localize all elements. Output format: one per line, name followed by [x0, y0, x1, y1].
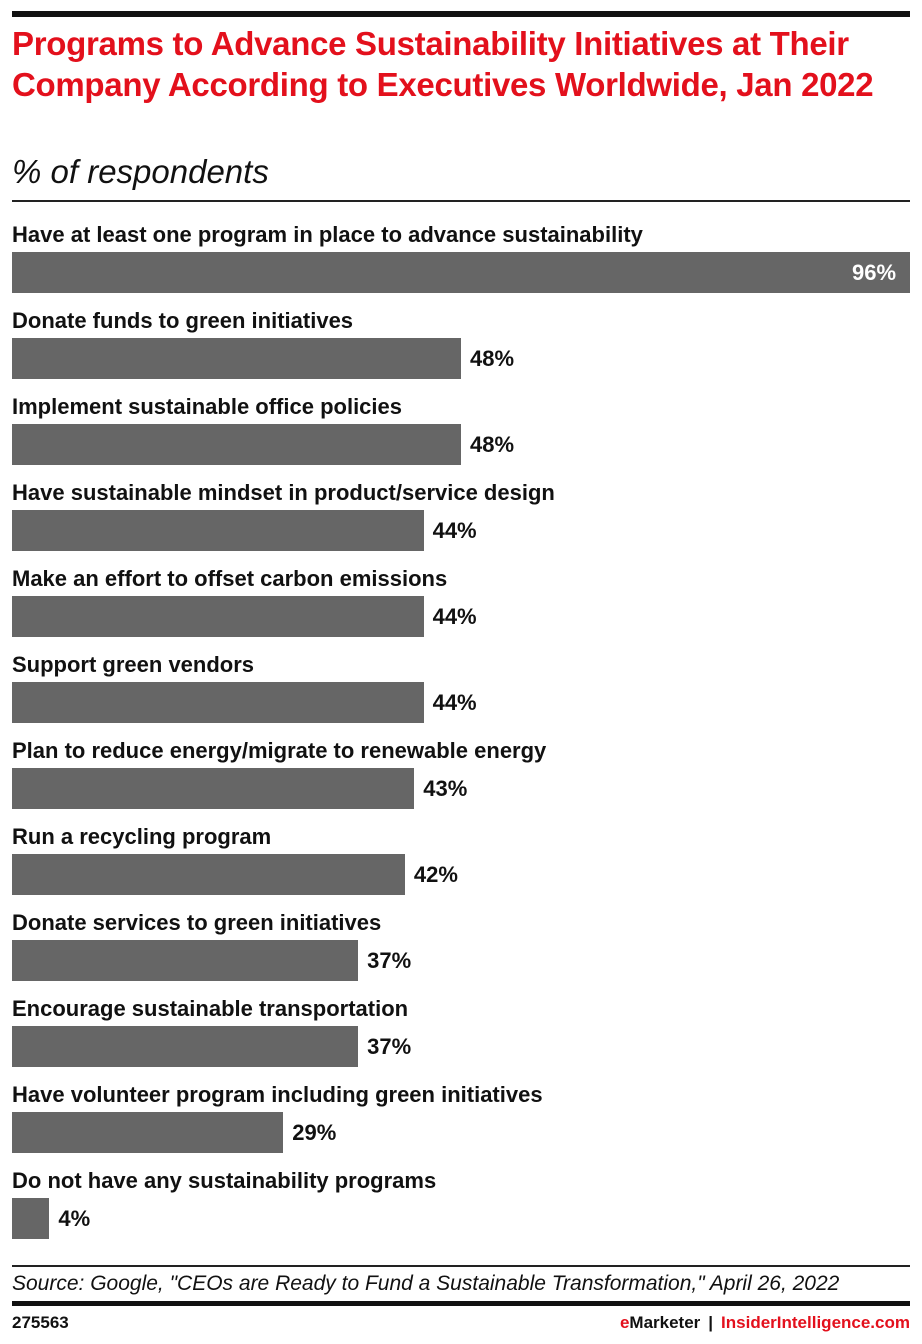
data-label: 48% — [470, 432, 515, 457]
data-label: 44% — [432, 690, 477, 715]
category-label: Support green vendors — [12, 652, 255, 677]
category-label: Have at least one program in place to ad… — [12, 222, 643, 247]
bar — [12, 252, 910, 293]
data-label: 48% — [470, 346, 515, 371]
header-divider — [12, 200, 910, 202]
bar — [12, 510, 424, 551]
chart-subtitle: % of respondents — [12, 153, 269, 190]
bar — [12, 1026, 359, 1067]
data-label: 44% — [432, 518, 477, 543]
data-label: 37% — [367, 1034, 412, 1059]
category-label: Encourage sustainable transportation — [12, 996, 409, 1021]
category-label: Make an effort to offset carbon emission… — [12, 566, 448, 591]
data-label: 37% — [367, 948, 412, 973]
category-label: Donate funds to green initiatives — [12, 308, 354, 333]
bar — [12, 338, 461, 379]
category-label: Do not have any sustainability programs — [12, 1168, 437, 1193]
data-label: 44% — [432, 604, 477, 629]
category-label: Have sustainable mindset in product/serv… — [12, 480, 555, 505]
chart-title: Programs to Advance Sustainability Initi… — [12, 25, 874, 103]
emarketer-logo: eMarketer — [619, 1313, 701, 1332]
bar — [12, 596, 424, 637]
source-divider-top — [12, 1265, 910, 1267]
insider-intelligence-link[interactable]: InsiderIntelligence.com — [721, 1313, 910, 1332]
source-note: Source: Google, "CEOs are Ready to Fund … — [12, 1272, 840, 1295]
bar — [12, 424, 461, 465]
data-label: 29% — [292, 1120, 337, 1145]
bar-chart: Have at least one program in place to ad… — [0, 205, 922, 1255]
bar — [12, 768, 415, 809]
data-label: 96% — [852, 260, 897, 285]
category-label: Run a recycling program — [12, 824, 272, 849]
bar — [12, 682, 424, 723]
bar — [12, 1198, 50, 1239]
category-label: Plan to reduce energy/migrate to renewab… — [12, 738, 547, 763]
category-label: Have volunteer program including green i… — [12, 1082, 543, 1107]
data-label: 4% — [58, 1206, 91, 1231]
data-label: 43% — [423, 776, 468, 801]
source-divider-bottom — [12, 1301, 910, 1306]
bar — [12, 1112, 284, 1153]
bar — [12, 940, 359, 981]
top-rule — [12, 11, 910, 17]
footer-brand: eMarketer | InsiderIntelligence.com — [620, 1313, 910, 1333]
chart-id: 275563 — [12, 1313, 69, 1332]
category-label: Implement sustainable office policies — [12, 394, 402, 419]
brand-separator: | — [708, 1313, 714, 1332]
data-label: 42% — [413, 862, 458, 887]
bar — [12, 854, 405, 895]
category-label: Donate services to green initiatives — [12, 910, 382, 935]
